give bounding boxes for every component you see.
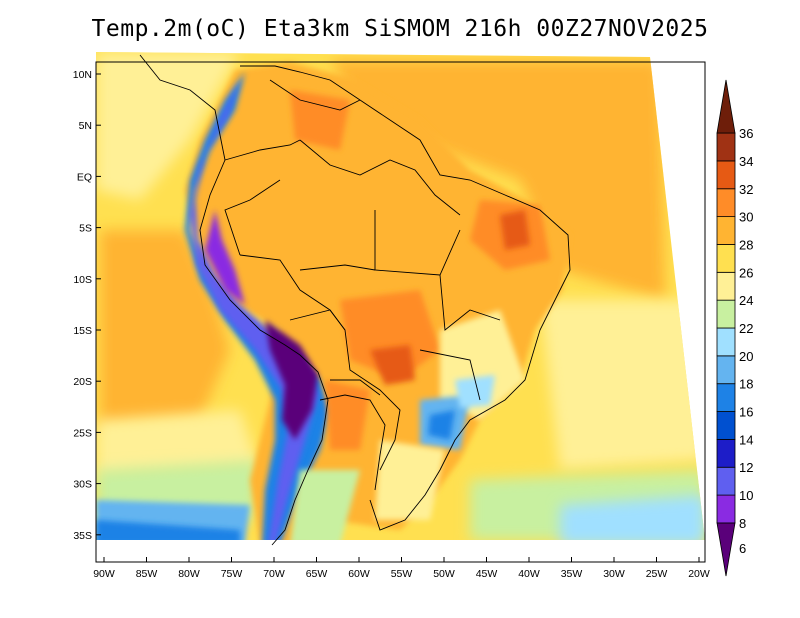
colorbar-label: 16: [739, 405, 753, 420]
lon-tick-label: 20W: [688, 568, 710, 580]
colorbar-label: 10: [739, 488, 753, 503]
lon-tick-label: 45W: [476, 568, 498, 580]
lat-tick-label: 30S: [73, 479, 92, 491]
colorbar-label: 24: [739, 293, 753, 308]
lon-tick-label: 65W: [306, 568, 328, 580]
brazil-west-border: [239, 254, 401, 471]
colorbar: 6 8 10 12 14 16 18 20 22 24 26 28 30 32 34 36: [716, 79, 753, 577]
colorbar-swatch: [716, 244, 736, 273]
lat-tick-label: 5N: [79, 120, 92, 132]
venezuela-border: [269, 79, 361, 111]
colorbar-label: 32: [739, 182, 753, 197]
colorbar-label: 14: [739, 432, 753, 447]
colorbar-swatch: [716, 438, 736, 468]
lat-tick-label: 35S: [73, 530, 92, 542]
lon-tick-label: 75W: [221, 568, 243, 580]
lon-tick-label: 55W: [391, 568, 413, 580]
colorbar-swatch: [716, 271, 736, 301]
colorbar-swatch: [716, 383, 736, 412]
peru-border: [224, 179, 281, 256]
colorbar-label: 22: [739, 321, 753, 336]
colorbar-label: 30: [739, 210, 753, 225]
colorbar-swatch: [716, 327, 736, 357]
state-lines-2: [439, 274, 501, 331]
lon-tick-label: 25W: [646, 568, 668, 580]
coastline: [139, 54, 329, 546]
lat-tick-label: 15S: [73, 325, 92, 337]
paraguay-border: [330, 379, 381, 396]
lon-tick-label: 30W: [603, 568, 625, 580]
colorbar-swatch: [716, 216, 736, 245]
map-title: Temp.2m(oC) Eta3km SiSMOM 216h 00Z27NOV2…: [91, 16, 709, 42]
colorbar-label: 26: [739, 265, 753, 280]
lon-tick-label: 90W: [93, 568, 115, 580]
colorbar-swatch: [716, 466, 736, 496]
longitude-axis: 90W 85W 80W 75W 70W 65W 60W 55W 50W 45W 40W 35W 30W 2…: [93, 557, 710, 580]
state-lines-4: [299, 264, 376, 271]
lon-tick-label: 85W: [136, 568, 158, 580]
state-lines-3: [419, 349, 481, 401]
colorbar-label: 36: [739, 126, 753, 141]
lon-tick-label: 70W: [263, 568, 285, 580]
colorbar-swatch: [716, 132, 736, 162]
colorbar-label: 18: [739, 377, 753, 392]
lon-tick-label: 40W: [518, 568, 540, 580]
colorbar-swatch: [716, 79, 736, 134]
lon-tick-label: 50W: [433, 568, 455, 580]
lat-tick-label: 10S: [73, 274, 92, 286]
lon-tick-label: 80W: [178, 568, 200, 580]
latitude-axis: 10N 5N EQ 5S 10S 15S 20S 25S 30S 35S: [73, 69, 101, 542]
temperature-field: [96, 52, 705, 540]
colorbar-label: 12: [739, 460, 753, 475]
colorbar-label: 28: [739, 237, 753, 252]
bolivia-border: [289, 309, 346, 331]
lat-tick-label: 25S: [73, 427, 92, 439]
colorbar-label: 20: [739, 349, 753, 364]
colorbar-swatch: [716, 411, 736, 440]
colorbar-swatch: [716, 522, 736, 577]
lat-tick-label: 10N: [73, 69, 92, 81]
lon-tick-label: 60W: [348, 568, 370, 580]
colorbar-label: 34: [739, 154, 753, 169]
atlantic-coast: [240, 65, 571, 531]
lat-tick-label: 5S: [79, 223, 92, 235]
argentina-border: [319, 394, 386, 491]
colorbar-swatch: [716, 494, 736, 524]
colombia-border: [224, 139, 301, 161]
lat-tick-label: EQ: [77, 171, 92, 183]
colorbar-label: 8: [739, 516, 746, 531]
political-boundaries: [139, 54, 571, 546]
brazil-border: [299, 139, 461, 216]
state-lines-1: [374, 210, 461, 276]
colorbar-swatch: [716, 355, 736, 385]
lat-tick-label: 20S: [73, 376, 92, 388]
colorbar-swatch: [716, 160, 736, 190]
plot-frame: [95, 61, 706, 563]
colorbar-label: 6: [739, 541, 746, 556]
colorbar-swatch: [716, 299, 736, 329]
lon-tick-label: 35W: [561, 568, 583, 580]
colorbar-swatch: [716, 188, 736, 218]
